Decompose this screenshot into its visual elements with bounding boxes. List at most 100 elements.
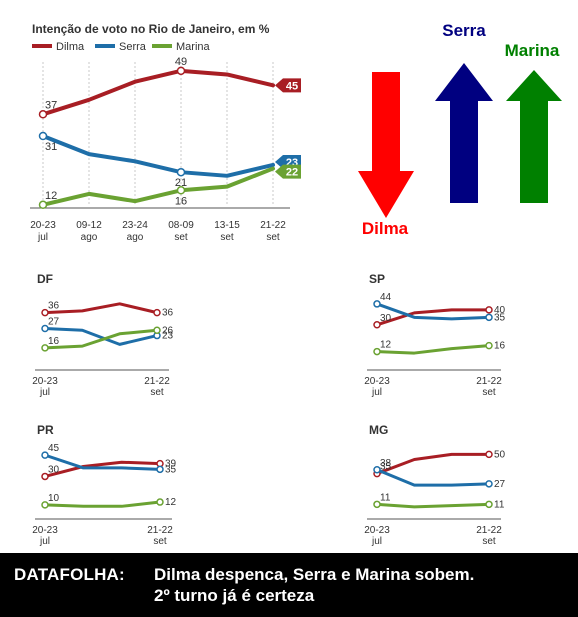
main-chart-title: Intenção de voto no Rio de Janeiro, em % <box>32 22 270 36</box>
dilma-arrow-shape <box>358 72 414 218</box>
sp-point-marina <box>485 341 493 350</box>
sp-line-dilma <box>375 308 491 327</box>
df-data-label-marina: 26 <box>162 325 174 336</box>
sp-data-label-serra: 44 <box>380 292 392 303</box>
main-x-tick-label: 13-15 <box>214 220 240 231</box>
mg-point-serra <box>373 466 381 474</box>
mg-line-dilma <box>375 452 491 476</box>
df-data-label-serra: 27 <box>48 317 60 328</box>
df-point-dilma <box>153 308 161 317</box>
mg-point-marina <box>373 500 381 509</box>
main-end-label-marina: 22 <box>286 167 298 179</box>
main-point-dilma <box>38 110 48 119</box>
pr-x-tick-label: jul <box>39 536 50 547</box>
main-x-tick-label: 23-24 <box>122 220 148 231</box>
sp-x-tick-label: 20-23 <box>364 376 390 387</box>
sp-data-label-dilma: 30 <box>380 313 392 324</box>
main-point-marina <box>176 186 186 195</box>
legend: Dilma Serra Marina <box>32 41 211 53</box>
main-end-flag-marina <box>275 164 301 179</box>
main-x-tick-label: set <box>174 232 188 243</box>
main-x-tick-label: jul <box>37 232 48 243</box>
pr-data-label-serra: 35 <box>165 464 177 475</box>
marina-arrow-label: Marina <box>505 41 560 60</box>
df-point-dilma <box>41 308 49 317</box>
pr-data-label-marina: 12 <box>165 497 177 508</box>
sp-data-label-marina: 12 <box>380 340 392 351</box>
sp-line-serra <box>375 302 491 321</box>
main-x-tick-label: ago <box>127 232 144 243</box>
sp-point-dilma <box>485 306 493 314</box>
main-x-tick-label: set <box>220 232 234 243</box>
mg-data-label-serra: 27 <box>494 479 506 490</box>
mg-line-serra <box>375 468 491 487</box>
serra-up-arrow: Serra <box>435 21 493 203</box>
df-data-label-serra: 23 <box>162 331 174 342</box>
df-line-dilma <box>43 302 159 315</box>
main-x-tick-label: set <box>266 232 280 243</box>
pr-point-marina <box>41 501 49 509</box>
sp-point-dilma <box>373 321 381 329</box>
df-x-tick-label: 21-22 <box>144 376 170 387</box>
main-data-label-marina: 12 <box>45 190 57 202</box>
dilma-arrow-label: Dilma <box>362 219 409 238</box>
pr-data-label-dilma: 39 <box>165 459 177 470</box>
mg-data-label-marina: 11 <box>494 499 505 510</box>
df-x-tick-label: 20-23 <box>32 376 58 387</box>
mg-x-tick-label: set <box>482 536 496 547</box>
pr-line-serra <box>43 453 162 471</box>
main-x-tick-label: ago <box>81 232 98 243</box>
infographic-canvas: Intenção de voto no Rio de Janeiro, em %… <box>30 21 562 547</box>
main-x-tick-label: 21-22 <box>260 220 286 231</box>
main-data-label-marina: 16 <box>175 195 187 207</box>
pr-line-marina <box>43 500 162 508</box>
sp-point-serra <box>485 313 493 322</box>
pr-point-marina <box>156 498 164 506</box>
df-data-label-dilma: 36 <box>48 301 60 312</box>
main-point-marina <box>38 200 48 210</box>
main-x-tick-label: 20-23 <box>30 220 56 231</box>
mg-x-tick-label: 20-23 <box>364 525 390 536</box>
mg-data-label-serra: 38 <box>380 458 392 469</box>
main-line-dilma <box>41 68 275 117</box>
main-data-label-dilma: 49 <box>175 56 187 68</box>
pr-line-dilma <box>43 460 162 478</box>
df-data-label-marina: 16 <box>48 336 60 347</box>
pr-x-tick-label: set <box>153 536 167 547</box>
mg-x-tick-label: 21-22 <box>476 525 502 536</box>
sp-data-label-serra: 35 <box>494 312 506 323</box>
main-data-label-serra: 21 <box>175 177 187 189</box>
legend-label-dilma: Dilma <box>56 41 85 53</box>
marina-arrow-shape <box>506 70 562 203</box>
pr-data-label-marina: 10 <box>48 493 60 504</box>
legend-label-marina: Marina <box>176 41 211 53</box>
mg-point-dilma <box>485 450 493 459</box>
df-line-marina <box>43 328 159 350</box>
footer-source: DATAFOLHA: <box>14 565 125 584</box>
mg-chart-title: MG <box>369 423 388 437</box>
mg-data-label-dilma: 35 <box>380 462 392 473</box>
pr-data-label-serra: 45 <box>48 443 60 454</box>
main-data-label-serra: 31 <box>45 141 57 153</box>
mg-point-serra <box>485 480 493 488</box>
df-x-tick-label: set <box>150 387 164 398</box>
pr-x-tick-label: 21-22 <box>147 525 173 536</box>
mg-data-label-dilma: 50 <box>494 449 506 460</box>
sp-data-label-dilma: 40 <box>494 305 506 316</box>
serra-arrow-shape <box>435 63 493 203</box>
main-end-flag-dilma <box>275 78 301 93</box>
sp-chart-title: SP <box>369 272 385 286</box>
serra-arrow-label: Serra <box>442 21 486 40</box>
pr-point-serra <box>41 451 49 459</box>
mg-x-tick-label: jul <box>371 536 382 547</box>
headline-banner: DATAFOLHA: Dilma despenca, Serra e Marin… <box>0 553 578 617</box>
main-plot: 20-23jul09-12ago23-24ago08-09set13-15set… <box>30 56 301 243</box>
main-data-label-dilma: 37 <box>45 99 57 111</box>
main-end-label-dilma: 45 <box>286 80 298 92</box>
mg-data-label-marina: 11 <box>380 492 391 503</box>
main-line-marina <box>41 166 275 207</box>
mg-point-marina <box>485 500 493 509</box>
